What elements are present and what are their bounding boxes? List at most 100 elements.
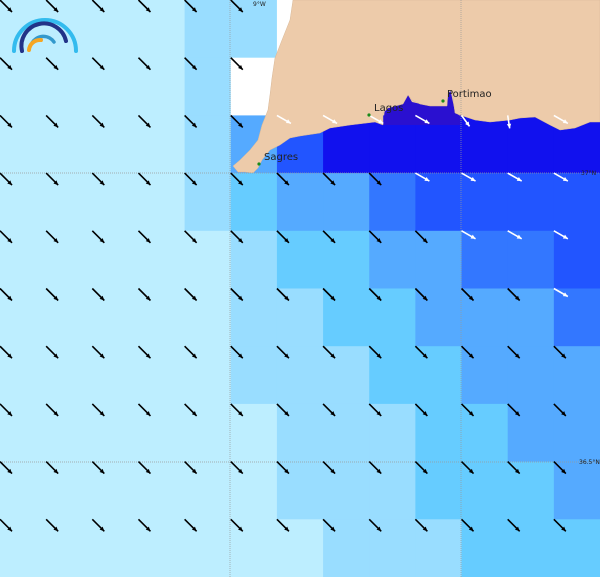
- grid-cell: [507, 461, 555, 520]
- grid-cell: [323, 403, 370, 463]
- wave-arrow: [91, 230, 105, 244]
- wave-arrow: [276, 172, 290, 186]
- grid-cell: [230, 173, 278, 232]
- city-label-lagos: Lagos: [374, 103, 403, 114]
- grid-cell: [0, 173, 47, 232]
- wave-arrow: [0, 230, 13, 244]
- wave-arrow: [276, 287, 290, 302]
- city-lagos: Lagos: [367, 103, 403, 117]
- grid-cell: [138, 461, 186, 520]
- wave-arrow: [0, 172, 13, 186]
- wave-arrow: [230, 172, 244, 186]
- grid-cell: [415, 173, 463, 232]
- grid-cell: [92, 57, 140, 116]
- wave-arrow: [184, 0, 198, 13]
- wave-arrow: [0, 57, 13, 71]
- grid-cell: [46, 288, 93, 347]
- wave-arrow: [414, 345, 428, 359]
- wave-arrow: [460, 345, 475, 359]
- wave-arrow: [137, 172, 152, 186]
- grid-cell: [415, 115, 463, 174]
- grid-cell: [230, 346, 278, 405]
- wave-arrow: [276, 461, 290, 475]
- city-dot: [367, 113, 371, 117]
- grid-cell: [276, 403, 324, 463]
- grid-cell: [46, 461, 93, 520]
- wave-arrow: [91, 403, 105, 417]
- grid-cell: [230, 519, 278, 577]
- wave-arrow: [184, 287, 198, 302]
- grid-cell: [415, 519, 463, 577]
- wave-arrow: [322, 345, 336, 359]
- wave-arrow: [230, 518, 244, 532]
- wave-arrow: [45, 345, 59, 359]
- grid-cell: [553, 403, 600, 463]
- grid-cell: [230, 288, 278, 347]
- wave-arrow: [45, 403, 59, 417]
- grid-cell: [92, 403, 140, 463]
- wave-arrow: [230, 0, 244, 13]
- grid-cell: [184, 461, 232, 520]
- grid-cell: [553, 519, 600, 577]
- wave-arrow: [184, 345, 198, 359]
- wave-arrow: [230, 57, 244, 71]
- grid-cell: [415, 346, 463, 405]
- wave-arrow: [368, 518, 382, 532]
- wave-arrow: [414, 461, 428, 475]
- grid-cell: [276, 346, 324, 405]
- grid-cell: [369, 461, 416, 520]
- wave-arrow: [276, 345, 290, 359]
- grid-cell: [276, 230, 324, 290]
- logo-arc-outer: [12, 18, 78, 53]
- wave-arrow: [553, 114, 569, 125]
- wave-arrow: [507, 403, 521, 417]
- wave-arrow: [507, 287, 521, 302]
- grid-cell: [138, 403, 186, 463]
- grid-cell: [276, 461, 324, 520]
- wave-arrow: [184, 114, 198, 128]
- grid-cell: [184, 403, 232, 463]
- wave-arrow: [553, 287, 569, 298]
- wave-arrow: [230, 114, 244, 128]
- grid-cell: [184, 0, 232, 59]
- grid-cell: [276, 288, 324, 347]
- grid-cell: [323, 288, 370, 347]
- wave-arrow: [553, 518, 567, 532]
- wave-arrow: [414, 114, 430, 125]
- grid-cell: [369, 115, 416, 174]
- grid-cell: [553, 288, 600, 347]
- grid-cell: [0, 288, 47, 347]
- wave-arrow: [460, 114, 471, 127]
- grid-cell: [369, 230, 416, 290]
- wave-arrow: [553, 461, 567, 475]
- wave-arrow: [460, 518, 475, 532]
- wave-arrow: [91, 172, 105, 186]
- wave-arrow: [137, 0, 152, 13]
- wave-arrow: [137, 518, 152, 532]
- grid-cell: [461, 461, 509, 520]
- wave-arrow: [276, 114, 292, 125]
- wave-arrow: [137, 57, 152, 71]
- grid-cell: [507, 403, 555, 463]
- wave-arrow: [368, 287, 382, 302]
- wave-arrow: [91, 518, 105, 532]
- grid-cell: [138, 288, 186, 347]
- coastal-shallow-water: [383, 88, 460, 125]
- city-label-portimao: Portimao: [447, 89, 492, 100]
- wave-arrow: [230, 403, 244, 417]
- grid-cell: [92, 346, 140, 405]
- grid-cell: [553, 230, 600, 290]
- wave-arrow: [322, 230, 336, 244]
- grid-cell: [415, 288, 463, 347]
- grid-cell: [46, 115, 93, 174]
- wave-arrow: [461, 172, 476, 182]
- wave-arrow: [0, 114, 13, 128]
- wave-arrow: [0, 0, 13, 13]
- lon-label-9w: 9°W: [253, 1, 266, 8]
- lat-label-36-5n: 36.5°N: [579, 459, 600, 466]
- wave-arrow: [91, 345, 105, 359]
- grid-cell: [323, 461, 370, 520]
- grid-cell: [230, 403, 278, 463]
- grid-cell: [369, 403, 416, 463]
